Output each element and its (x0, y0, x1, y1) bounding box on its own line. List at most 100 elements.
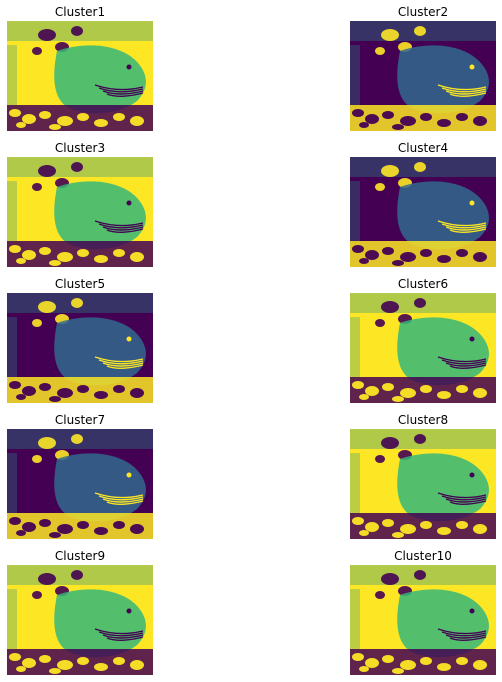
image-pebble (365, 658, 379, 668)
image-patch (38, 437, 56, 449)
cluster-image-svg (350, 565, 496, 675)
panel-title: Cluster1 (54, 5, 106, 19)
cluster-image-svg (350, 429, 496, 539)
image-pebble (420, 113, 432, 121)
image-pebble (456, 113, 468, 121)
fish-mouth-line (449, 228, 487, 233)
image-pebble (39, 519, 51, 527)
fish-mouth-line (437, 84, 487, 91)
cluster-image-svg (350, 157, 496, 267)
image-patch (38, 29, 56, 41)
fish-mouth-line (437, 220, 487, 227)
image-patch (38, 573, 56, 585)
fish-mouth-line (445, 362, 487, 367)
image-pebble (365, 114, 379, 124)
image-pebble (49, 124, 61, 130)
panel-title: Cluster6 (397, 277, 449, 291)
fish-eye (469, 336, 475, 342)
fish-eye (126, 200, 132, 206)
image-pebble (130, 116, 144, 126)
fish-mouth-line (441, 359, 487, 365)
image-pebble (130, 388, 144, 398)
image-pebble (16, 394, 26, 400)
image-left-texture (350, 317, 360, 377)
image-pebble (382, 655, 394, 663)
image-pebble (22, 386, 36, 396)
image-pebble (39, 247, 51, 255)
fish-mouth-line (445, 90, 487, 95)
cluster-heatmap-image (350, 21, 496, 131)
image-pebble (16, 530, 26, 536)
image-pebble (22, 114, 36, 124)
image-pebble (57, 660, 73, 670)
fish-mouth-line (102, 226, 144, 231)
panel-title: Cluster2 (397, 5, 449, 19)
fish-mouth-line (98, 87, 144, 93)
image-pebble (113, 385, 125, 393)
fish-mouth-line (437, 492, 487, 499)
image-pebble (392, 668, 404, 674)
image-pebble (9, 517, 21, 525)
image-pebble (130, 252, 144, 262)
image-pebble (400, 524, 416, 534)
image-pebble (16, 122, 26, 128)
image-pebble (39, 383, 51, 391)
image-patch (375, 455, 385, 463)
image-pebble (365, 250, 379, 260)
image-pebble (39, 655, 51, 663)
image-pebble (473, 524, 487, 534)
fish-eye (126, 608, 132, 614)
fish-mouth-line (106, 364, 144, 369)
image-pebble (392, 532, 404, 538)
image-pebble (359, 530, 369, 536)
panel-title: Cluster10 (394, 549, 452, 563)
image-patch (71, 434, 83, 444)
fish-mouth-line (102, 498, 144, 503)
image-pebble (39, 111, 51, 119)
image-pebble (473, 388, 487, 398)
image-pebble (382, 247, 394, 255)
image-pebble (352, 109, 364, 117)
panel-title: Cluster3 (54, 141, 106, 155)
cluster-heatmap-image (7, 21, 153, 131)
image-pebble (437, 663, 451, 671)
cluster-heatmap-image (7, 565, 153, 675)
image-patch (375, 319, 385, 327)
panel-title: Cluster7 (54, 413, 106, 427)
cluster-image-svg (7, 157, 153, 267)
image-patch (414, 26, 426, 36)
image-patch (381, 29, 399, 41)
image-pebble (382, 519, 394, 527)
image-pebble (382, 111, 394, 119)
image-pebble (9, 245, 21, 253)
fish-mouth-line (106, 636, 144, 641)
image-pebble (22, 250, 36, 260)
image-left-texture (7, 181, 17, 241)
panel-title: Cluster9 (54, 549, 106, 563)
fish-mouth-line (441, 223, 487, 229)
panel-title: Cluster5 (54, 277, 106, 291)
fish-mouth-line (94, 84, 144, 91)
image-pebble (49, 396, 61, 402)
fish-mouth-line (94, 492, 144, 499)
image-left-texture (350, 589, 360, 649)
image-left-texture (350, 181, 360, 241)
image-pebble (16, 258, 26, 264)
fish-mouth-line (106, 92, 144, 97)
fish-eye (126, 64, 132, 70)
image-pebble (437, 119, 451, 127)
fish-mouth-line (449, 636, 487, 641)
image-patch (375, 591, 385, 599)
cluster-heatmap-image (7, 429, 153, 539)
image-pebble (113, 249, 125, 257)
image-pebble (130, 660, 144, 670)
image-pebble (49, 532, 61, 538)
cluster-image-svg (7, 293, 153, 403)
image-pebble (359, 122, 369, 128)
fish-mouth-line (106, 500, 144, 505)
image-pebble (392, 396, 404, 402)
image-pebble (400, 116, 416, 126)
image-pebble (77, 657, 89, 665)
fish-mouth-line (102, 362, 144, 367)
cluster-heatmap-image (350, 157, 496, 267)
